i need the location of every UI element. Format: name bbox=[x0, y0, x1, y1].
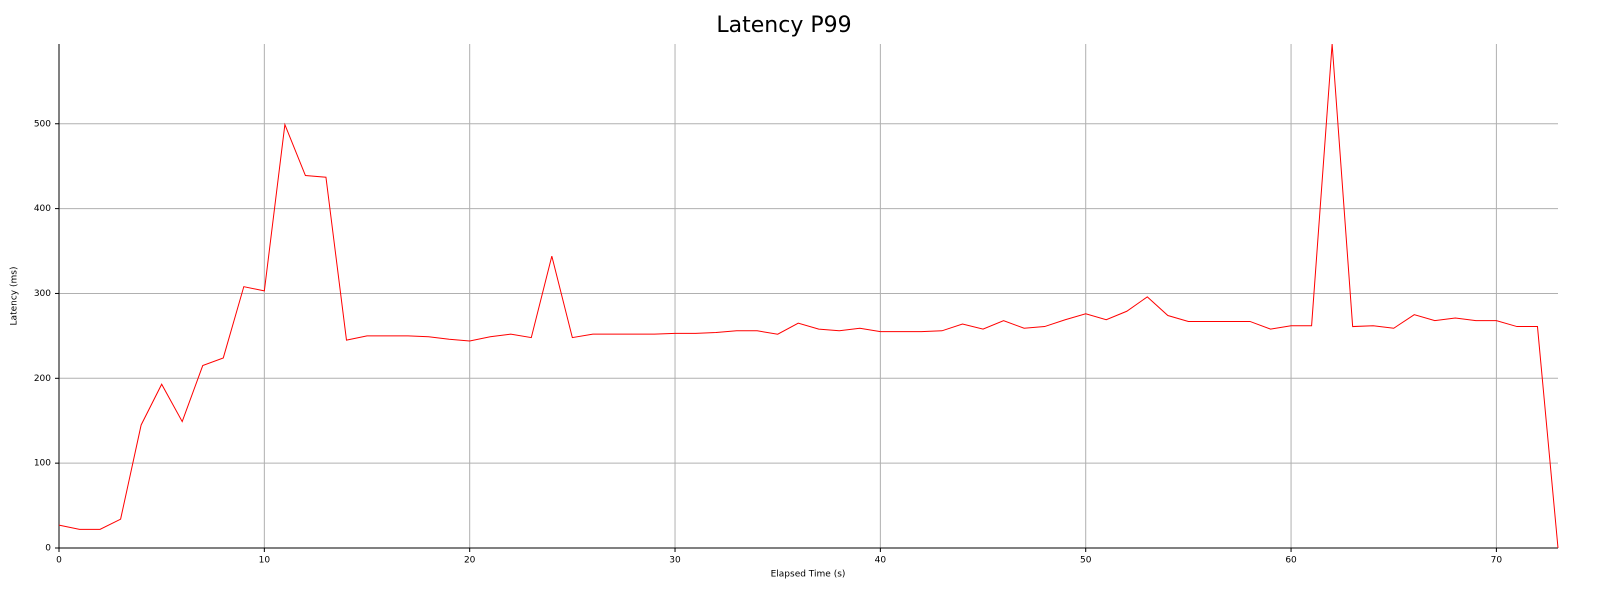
x-tick-label: 20 bbox=[464, 556, 476, 566]
y-axis-label: Latency (ms) bbox=[10, 267, 20, 326]
x-tick-label: 60 bbox=[1285, 556, 1297, 566]
x-tick-label: 40 bbox=[875, 556, 887, 566]
y-tick-label: 500 bbox=[34, 119, 51, 129]
x-tick-label: 30 bbox=[669, 556, 681, 566]
y-tick-label: 400 bbox=[34, 204, 51, 214]
x-axis-label: Elapsed Time (s) bbox=[771, 570, 846, 580]
y-tick-label: 300 bbox=[34, 289, 51, 299]
y-tick-label: 200 bbox=[34, 374, 51, 384]
line bbox=[58, 43, 1559, 549]
y-tick-label: 100 bbox=[34, 459, 51, 469]
x-tick-label: 10 bbox=[259, 556, 271, 566]
y-tick-label: 0 bbox=[45, 544, 51, 554]
chart-title: Latency P99 bbox=[716, 13, 851, 38]
x-tick-label: 50 bbox=[1080, 556, 1092, 566]
x-tick-label: 70 bbox=[1491, 556, 1503, 566]
x-tick-label: 0 bbox=[56, 556, 62, 566]
